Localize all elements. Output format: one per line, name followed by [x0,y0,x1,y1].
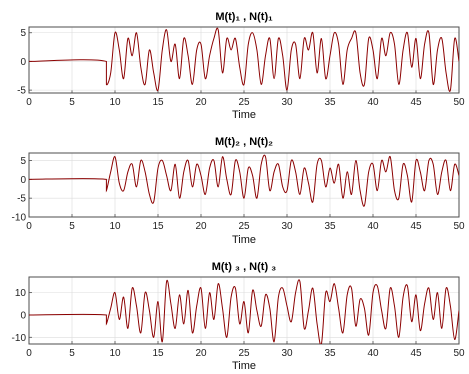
subplot-3: 0 5 10 15 20 25 30 35 40 45 50 10 0 -10 M(t) ₃ , N(t) … [12,261,465,372]
x-tick-label: 10 [109,348,121,359]
x-tick-label: 30 [281,97,293,108]
y-tick-label: 10 [15,288,27,299]
subplot-title: M(t)₂ , N(t)₂ [215,136,273,148]
x-tick-label: 50 [453,221,465,232]
series-line [29,154,459,207]
series-line [29,27,459,92]
x-tick-label: 25 [238,97,250,108]
x-tick-label: 40 [367,221,379,232]
y-tick-label: -5 [17,86,26,97]
x-tick-label: 45 [410,97,422,108]
x-tick-label: 5 [69,221,75,232]
x-tick-label: 20 [195,348,207,359]
x-axis-label: Time [232,234,256,246]
y-tick-label: 5 [20,28,26,39]
subplot-title: M(t) ₃ , N(t) ₃ [212,261,277,273]
x-tick-label: 50 [453,97,465,108]
plot-frame [28,152,460,218]
x-tick-label: 30 [281,348,293,359]
x-tick-label: 35 [324,221,336,232]
y-tick-label: -5 [17,194,26,205]
x-tick-label: 35 [324,97,336,108]
x-tick-label: 40 [367,348,379,359]
series-line [29,279,459,344]
y-tick-label: 0 [20,57,26,68]
y-tick-label: -10 [12,213,27,224]
x-tick-label: 5 [69,348,75,359]
x-tick-label: 0 [26,221,32,232]
y-tick-label: 5 [20,156,26,167]
x-tick-label: 20 [195,97,207,108]
x-tick-label: 10 [109,221,121,232]
x-tick-label: 0 [26,97,32,108]
x-axis-label: Time [232,109,256,121]
x-tick-label: 0 [26,348,32,359]
x-tick-label: 45 [410,348,422,359]
x-tick-label: 15 [152,97,164,108]
subplot-title: M(t)₁ , N(t)₁ [215,11,273,23]
x-tick-label: 15 [152,348,164,359]
y-tick-label: -10 [12,333,27,344]
y-tick-label: 0 [20,175,26,186]
y-tick-label: 0 [20,310,26,321]
x-tick-label: 40 [367,97,379,108]
x-tick-label: 50 [453,348,465,359]
x-tick-label: 5 [69,97,75,108]
x-tick-label: 25 [238,221,250,232]
x-tick-label: 45 [410,221,422,232]
x-tick-label: 30 [281,221,293,232]
x-tick-label: 10 [109,97,121,108]
x-tick-label: 35 [324,348,336,359]
x-tick-label: 20 [195,221,207,232]
x-tick-label: 25 [238,348,250,359]
x-axis-label: Time [232,360,256,372]
x-tick-label: 15 [152,221,164,232]
